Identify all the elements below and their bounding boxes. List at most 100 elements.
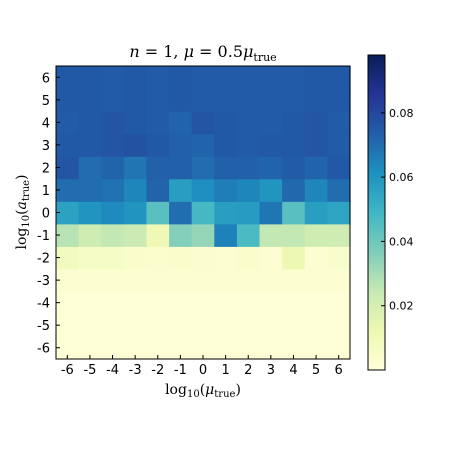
heatmap-cell — [146, 133, 170, 157]
heatmap-cell — [191, 246, 215, 270]
y-tick-label: -2 — [37, 252, 50, 267]
heatmap-cell — [56, 291, 80, 315]
heatmap-cell — [56, 88, 80, 112]
heatmap-cell — [304, 88, 328, 112]
x-label-log-base: 10 — [187, 389, 200, 400]
heatmap-cell — [304, 246, 328, 270]
heatmap-cell — [101, 133, 125, 157]
y-tick-label: 4 — [42, 116, 50, 131]
heatmap-cell — [259, 246, 283, 270]
heatmap-cell — [327, 268, 351, 292]
heatmap-cell — [146, 268, 170, 292]
heatmap-cell — [146, 88, 170, 112]
heatmap-cell — [259, 223, 283, 247]
heatmap-cell — [304, 313, 328, 338]
heatmap-cell — [78, 246, 102, 270]
x-tick-label: -4 — [106, 363, 119, 378]
heatmap-cell — [56, 201, 80, 225]
title-n-value: = 1, — [140, 42, 184, 61]
heatmap-cell — [146, 111, 170, 135]
heatmap-cell — [327, 133, 351, 157]
heatmap-cell — [169, 133, 193, 157]
colorbar-tick-label: 0.06 — [389, 171, 414, 184]
heatmap-cell — [282, 201, 306, 225]
heatmap-cell — [214, 268, 238, 292]
heatmap-cell — [101, 246, 125, 270]
heatmap-cell — [169, 223, 193, 247]
heatmap-cell — [56, 66, 80, 90]
heatmap-cell — [282, 111, 306, 135]
y-tick-label: 5 — [42, 94, 50, 109]
x-tick-label: 2 — [244, 363, 252, 378]
heatmap-cell — [191, 313, 215, 338]
heatmap-cell — [78, 156, 102, 180]
heatmap-cells — [56, 66, 351, 360]
heatmap-cell — [101, 223, 125, 247]
heatmap-cell — [282, 66, 306, 90]
heatmap-cell — [236, 66, 261, 90]
heatmap-cell — [56, 246, 80, 270]
heatmap-cell — [236, 88, 261, 112]
heatmap-cell — [123, 336, 148, 360]
heatmap-cell — [259, 291, 283, 315]
heatmap-cell — [56, 111, 80, 135]
heatmap-cell — [327, 291, 351, 315]
heatmap-cell — [236, 268, 261, 292]
heatmap-cell — [56, 156, 80, 180]
heatmap-cell — [327, 111, 351, 135]
heatmap-cell — [56, 268, 80, 292]
x-label-open-paren: ( — [200, 382, 205, 398]
y-tick-label: 3 — [42, 139, 50, 154]
heatmap-cell — [56, 133, 80, 157]
x-tick-label: 4 — [289, 363, 297, 378]
heatmap-cell — [101, 88, 125, 112]
x-tick-label: 0 — [199, 363, 207, 378]
heatmap-cell — [78, 291, 102, 315]
heatmap-cell — [123, 156, 148, 180]
heatmap-cell — [214, 88, 238, 112]
heatmap-cell — [327, 156, 351, 180]
y-tick-label: -4 — [37, 297, 50, 312]
heatmap-cell — [146, 201, 170, 225]
heatmap-cell — [236, 178, 261, 202]
heatmap-cell — [146, 178, 170, 202]
heatmap-cell — [259, 178, 283, 202]
heatmap-cell — [146, 313, 170, 338]
heatmap-cell — [146, 156, 170, 180]
heatmap-cell — [101, 268, 125, 292]
heatmap-cell — [123, 268, 148, 292]
heatmap-cell — [214, 313, 238, 338]
heatmap-cell — [101, 313, 125, 338]
heatmap-cell — [304, 201, 328, 225]
heatmap-cell — [123, 111, 148, 135]
heatmap-cell — [56, 178, 80, 202]
title-n-symbol: n — [129, 42, 139, 61]
heatmap-cell — [236, 156, 261, 180]
heatmap-cell — [56, 223, 80, 247]
heatmap-cell — [304, 268, 328, 292]
y-tick-label: 6 — [42, 71, 50, 86]
heatmap-cell — [56, 336, 80, 360]
heatmap-cell — [236, 111, 261, 135]
heatmap-cell — [123, 66, 148, 90]
heatmap-cell — [304, 133, 328, 157]
heatmap-cell — [78, 133, 102, 157]
heatmap-cell — [327, 178, 351, 202]
heatmap-cell — [78, 66, 102, 90]
chart-title: n = 1, μ = 0.5μtrue — [129, 42, 276, 64]
heatmap-cell — [282, 313, 306, 338]
heatmap-cell — [282, 88, 306, 112]
y-ticks: -6 -5 -4 -3 -2 -1 0 1 2 3 4 5 6 — [37, 71, 60, 357]
heatmap-cell — [304, 223, 328, 247]
heatmap-cell — [259, 336, 283, 360]
heatmap-cell — [236, 313, 261, 338]
heatmap-cell — [101, 156, 125, 180]
heatmap-cell — [78, 111, 102, 135]
heatmap-cell — [327, 88, 351, 112]
x-tick-label: 5 — [312, 363, 320, 378]
heatmap-cell — [146, 66, 170, 90]
heatmap-cell — [78, 88, 102, 112]
heatmap-cell — [304, 336, 328, 360]
heatmap-cell — [304, 291, 328, 315]
heatmap-cell — [123, 88, 148, 112]
